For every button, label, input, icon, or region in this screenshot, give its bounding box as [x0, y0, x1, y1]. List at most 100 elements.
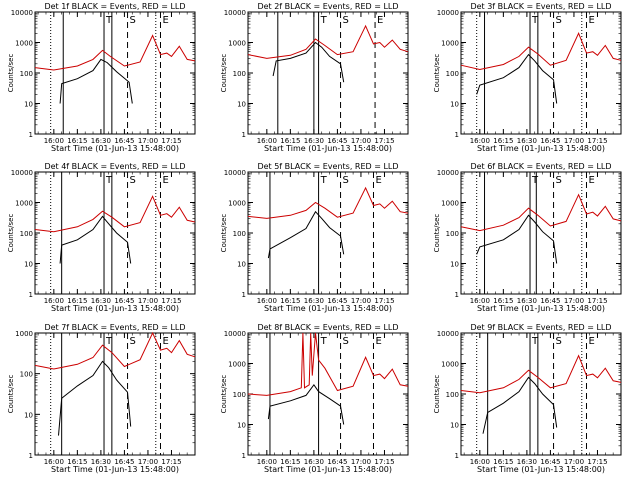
- x-tick-label: 17:00: [564, 137, 584, 145]
- panel-title: Det 7f BLACK = Events, RED = LLD: [44, 323, 185, 332]
- time-marker-label: E: [377, 15, 383, 26]
- x-tick-label: 16:15: [280, 297, 300, 305]
- plot-frame: [460, 332, 622, 456]
- x-tick-label: 16:45: [327, 458, 347, 466]
- y-tick-label: 1: [242, 452, 246, 460]
- x-tick-label: 17:00: [138, 137, 158, 145]
- x-tick-label: 17:15: [374, 137, 394, 145]
- panel-det-7: Det 7f BLACK = Events, RED = LLD 1 10 100 10…: [7, 323, 196, 474]
- time-marker-label: T: [320, 336, 328, 347]
- x-tick-label: 16:15: [280, 458, 300, 466]
- y-tick-label: 10: [450, 101, 459, 109]
- x-tick-label: 16:00: [257, 297, 277, 305]
- y-axis-label: Counts/sec: [7, 54, 15, 93]
- x-tick-label: 17:00: [351, 137, 371, 145]
- x-tick-label: 16:45: [540, 458, 560, 466]
- series-lld-line: [247, 24, 409, 59]
- time-marker-label: E: [162, 15, 168, 26]
- x-tick-label: 16:45: [327, 137, 347, 145]
- x-tick-label: 16:00: [470, 458, 490, 466]
- time-marker-label: S: [343, 15, 349, 26]
- series-events-line: [476, 214, 558, 264]
- y-tick-label: 1000: [15, 200, 33, 208]
- plot-frame: [34, 11, 196, 135]
- y-tick-label: 100: [446, 70, 459, 78]
- series-lld-line: [460, 32, 622, 71]
- x-tick-label: 16:30: [517, 458, 537, 466]
- x-tick-label: 16:30: [304, 297, 324, 305]
- x-axis-label: Start Time (01-Jun-13 15:48:00): [477, 465, 605, 474]
- time-marker-label: S: [343, 336, 349, 347]
- series-events-line: [58, 360, 132, 436]
- y-tick-label: 10: [24, 411, 33, 419]
- y-tick-label: 10000: [11, 169, 33, 177]
- x-tick-label: 16:00: [44, 458, 64, 466]
- y-axis-label: Counts/sec: [220, 54, 228, 93]
- y-axis-label: Counts/sec: [220, 214, 228, 253]
- x-tick-label: 17:15: [161, 297, 181, 305]
- x-tick-label: 17:15: [161, 458, 181, 466]
- time-marker-label: E: [162, 175, 168, 186]
- x-tick-label: 17:15: [587, 137, 607, 145]
- x-tick-label: 16:30: [91, 297, 111, 305]
- plot-frame: [247, 11, 409, 135]
- time-marker-label: E: [588, 175, 594, 186]
- series-lld-line: [34, 195, 196, 233]
- x-tick-label: 16:00: [257, 458, 277, 466]
- series-events-line: [482, 376, 558, 434]
- y-axis-label: Counts/sec: [433, 375, 441, 414]
- x-tick-label: 16:15: [67, 297, 87, 305]
- x-tick-label: 16:00: [257, 137, 277, 145]
- panel-det-9: Det 9f BLACK = Events, RED = LLD 1 10 100 10…: [433, 323, 622, 474]
- y-tick-label: 1000: [441, 200, 459, 208]
- time-marker-label: S: [343, 175, 349, 186]
- y-tick-label: 10: [24, 261, 33, 269]
- x-tick-label: 16:15: [67, 137, 87, 145]
- panel-title: Det 2f BLACK = Events, RED = LLD: [257, 2, 398, 11]
- x-tick-label: 16:45: [327, 297, 347, 305]
- panel-title: Det 9f BLACK = Events, RED = LLD: [470, 323, 611, 332]
- x-tick-label: 16:00: [470, 297, 490, 305]
- x-axis-label: Start Time (01-Jun-13 15:48:00): [264, 304, 392, 313]
- x-tick-label: 16:00: [44, 297, 64, 305]
- time-marker-label: T: [531, 15, 539, 26]
- y-tick-label: 10000: [437, 9, 459, 17]
- series-lld-line: [460, 354, 622, 394]
- time-marker-label: E: [375, 175, 381, 186]
- series-events-line: [267, 210, 345, 259]
- x-tick-label: 17:15: [587, 297, 607, 305]
- y-tick-label: 100: [233, 70, 246, 78]
- x-tick-label: 17:15: [374, 458, 394, 466]
- time-marker-label: T: [531, 175, 539, 186]
- series-lld-line: [34, 34, 196, 71]
- x-tick-label: 16:15: [67, 458, 87, 466]
- y-tick-label: 1: [29, 131, 33, 139]
- y-tick-label: 1: [455, 452, 459, 460]
- x-tick-label: 16:15: [493, 137, 513, 145]
- panel-title: Det 8f BLACK = Events, RED = LLD: [257, 323, 398, 332]
- panel-det-6: Det 6f BLACK = Events, RED = LLD 1 10 100 10…: [433, 162, 622, 313]
- panel-det-3: Det 3f BLACK = Events, RED = LLD 1 10 100 10…: [433, 2, 622, 153]
- x-tick-label: 17:00: [138, 458, 158, 466]
- y-tick-label: 10000: [224, 330, 246, 338]
- y-tick-label: 10: [450, 422, 459, 430]
- y-tick-label: 100: [20, 230, 33, 238]
- x-tick-label: 17:00: [564, 297, 584, 305]
- time-marker-label: S: [130, 175, 136, 186]
- x-axis-label: Start Time (01-Jun-13 15:48:00): [264, 465, 392, 474]
- x-tick-label: 16:15: [280, 137, 300, 145]
- x-axis-label: Start Time (01-Jun-13 15:48:00): [264, 144, 392, 153]
- y-tick-label: 1000: [228, 40, 246, 48]
- series-events-line: [59, 215, 132, 264]
- y-tick-label: 1: [455, 131, 459, 139]
- y-axis-label: Counts/sec: [7, 375, 15, 414]
- x-tick-label: 17:00: [564, 458, 584, 466]
- plot-frame: [247, 332, 409, 456]
- y-tick-label: 1: [242, 291, 246, 299]
- y-tick-label: 1000: [228, 200, 246, 208]
- y-tick-label: 1000: [228, 361, 246, 369]
- y-axis-label: Counts/sec: [433, 214, 441, 253]
- x-tick-label: 16:15: [493, 297, 513, 305]
- y-tick-label: 1000: [441, 40, 459, 48]
- x-tick-label: 16:45: [114, 297, 134, 305]
